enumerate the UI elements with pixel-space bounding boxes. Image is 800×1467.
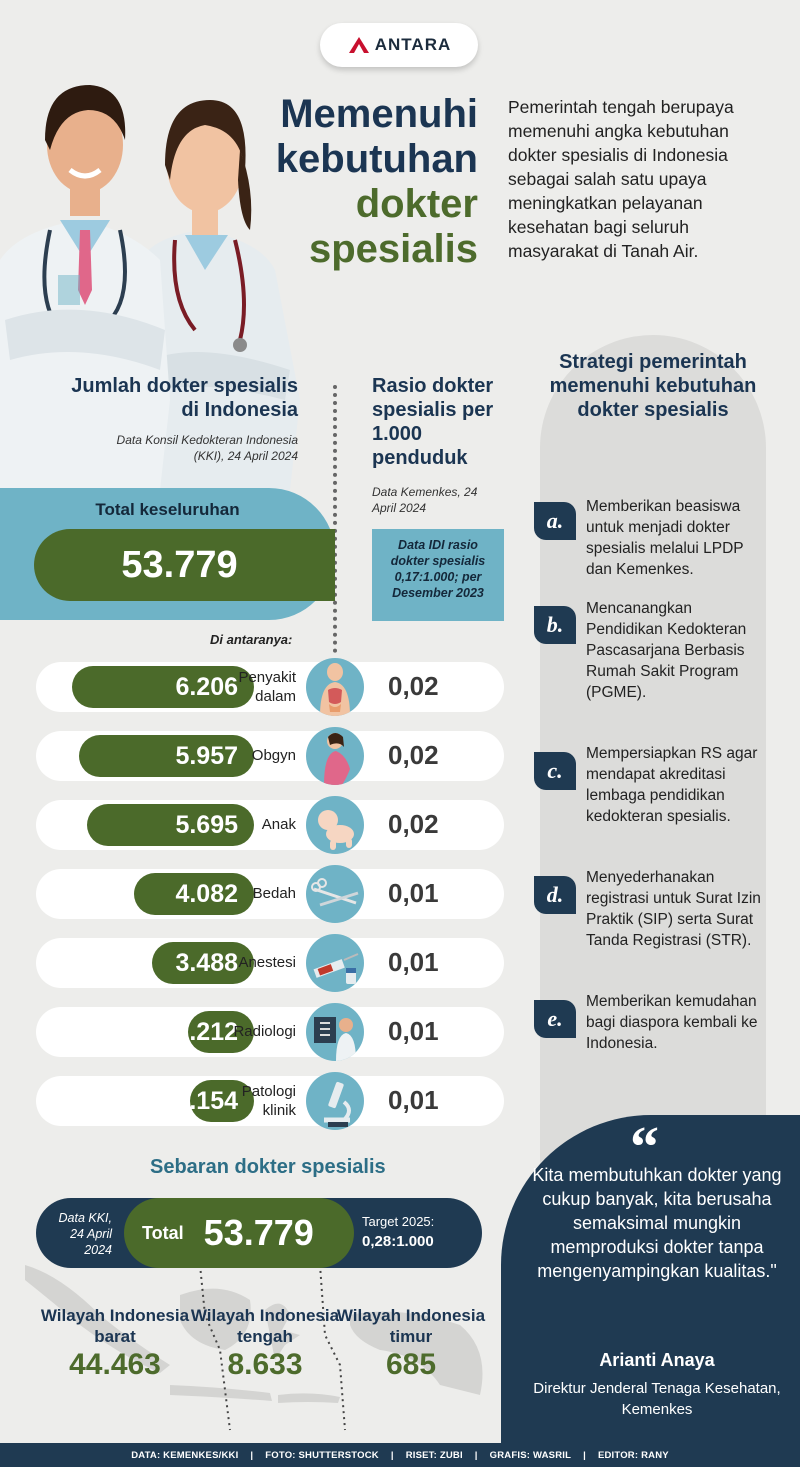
intro-text: Pemerintah tengah berupaya memenuhi angk… <box>508 97 734 261</box>
specialty-count-bar: 4.082 <box>134 873 254 915</box>
antara-logo-icon <box>348 37 369 53</box>
microscope-icon <box>306 1072 364 1130</box>
strategy-text: Memberikan kemudahan bagi diaspora kemba… <box>586 993 758 1052</box>
organs-icon <box>306 658 364 716</box>
strategy-text: Memberikan beasiswa untuk menjadi dokter… <box>586 498 744 578</box>
region-name: Wilayah Indonesia tengah <box>190 1306 340 1346</box>
doctors-illustration <box>0 85 300 490</box>
specialty-label: Patologi klinik <box>241 1083 296 1119</box>
specialty-row: 5.695 Anak 0,02 <box>36 800 504 850</box>
specialty-row: 2.212 Radiologi 0,01 <box>36 1007 504 1057</box>
specialty-count-bar: 5.957 <box>79 735 254 777</box>
specialty-count-bar: 2.154 <box>175 1080 254 1122</box>
sebaran-heading: Sebaran dokter spesialis <box>150 1156 386 1178</box>
quote-mark: “ <box>630 1114 659 1179</box>
quote-text: Kita membutuhkan dokter yang cukup banya… <box>532 1165 782 1281</box>
region-value: 685 <box>385 1348 437 1381</box>
rasio-source: Data Kemenkes, 24 April 2024 <box>372 485 478 515</box>
quote-author: Arianti Anaya <box>599 1350 715 1370</box>
distribution-total-label: Total <box>142 1222 184 1243</box>
specialty-count-bar: 6.206 <box>72 666 254 708</box>
region-value: 44.463 <box>69 1348 161 1381</box>
credits-footer: DATA: KEMENKES/KKI | FOTO: SHUTTERSTOCK … <box>0 1443 800 1467</box>
specialty-label: Anestesi <box>238 954 296 971</box>
credit-research: RISET: ZUBI <box>405 1449 463 1461</box>
strategy-heading: Strategi pemerintah memenuhi kebutuhan d… <box>549 351 757 421</box>
xray-doctor-icon <box>306 1003 364 1061</box>
specialty-row: 3.488 Anestesi 0,01 <box>36 938 504 988</box>
quote-box <box>501 1115 800 1445</box>
credit-graphics: GRAFIS: WASRIL <box>489 1449 572 1461</box>
distribution-source: Data KKI, 24 April 2024 <box>58 1211 113 1257</box>
rasio-heading: Rasio dokter spesialis per 1.000 pendudu… <box>372 375 494 469</box>
specialty-row: 2.154 Patologi klinik 0,01 <box>36 1076 504 1126</box>
strategy-text: Mencanangkan Pendidikan Kedokteran Pasca… <box>586 600 747 701</box>
among-label: Di antaranya: <box>210 632 293 647</box>
strategy-text: Menyederhanakan registrasi untuk Surat I… <box>586 869 761 949</box>
specialty-label: Obgyn <box>251 747 296 764</box>
pregnant-woman-icon <box>306 727 364 785</box>
credit-sep: | <box>250 1449 254 1461</box>
credit-sep: | <box>390 1449 394 1461</box>
region-west: Wilayah Indonesia barat 44.463 <box>40 1305 190 1383</box>
specialty-label: Bedah <box>252 885 296 902</box>
specialty-ratio: 0,01 <box>388 1016 439 1046</box>
strategy-letter-badge: d. <box>534 876 576 914</box>
strategy-letter-badge: a. <box>534 502 576 540</box>
total-value: 53.779 <box>34 529 335 601</box>
strategy-letter-badge: e. <box>534 1000 576 1038</box>
specialty-row: 6.206 Penyakit dalam 0,02 <box>36 662 504 712</box>
region-value: 8.633 <box>227 1348 303 1381</box>
idi-ratio-note: Data IDI rasio dokter spesialis 0,17:1.0… <box>372 529 504 621</box>
specialty-count-bar: 2.212 <box>175 1011 254 1053</box>
jumlah-heading: Jumlah dokter spesialis di Indonesia <box>71 375 298 421</box>
dotted-divider <box>333 385 337 653</box>
credit-photo: FOTO: SHUTTERSTOCK <box>265 1449 379 1461</box>
region-name: Wilayah Indonesia barat <box>40 1306 190 1346</box>
specialty-count-bar: 5.695 <box>87 804 254 846</box>
antara-logo: ANTARA <box>320 23 478 67</box>
region-east: Wilayah Indonesia timur 685 <box>336 1305 486 1383</box>
specialty-ratio: 0,01 <box>388 1085 439 1115</box>
specialty-count-bar: 3.488 <box>152 942 254 984</box>
page-title: Memenuhi kebutuhan dokter spesialis <box>250 92 478 272</box>
specialty-label: Anak <box>261 816 296 833</box>
strategy-letter-badge: b. <box>534 606 576 644</box>
title-line-1: Memenuhi <box>280 92 478 136</box>
syringe-icon <box>306 934 364 992</box>
region-central: Wilayah Indonesia tengah 8.633 <box>190 1305 340 1383</box>
target-2025: Target 2025: 0,28:1.000 <box>362 1212 472 1252</box>
total-label: Total keseluruhan <box>95 500 240 519</box>
distribution-total-value: 53.779 <box>203 1212 314 1253</box>
baby-icon <box>306 796 364 854</box>
brand-name: ANTARA <box>374 35 452 54</box>
distribution-total: Total 53.779 <box>124 1198 354 1268</box>
surgical-tools-icon <box>306 865 364 923</box>
title-line-4: spesialis <box>308 227 478 271</box>
region-name: Wilayah Indonesia timur <box>336 1306 486 1346</box>
specialty-ratio: 0,01 <box>388 878 439 908</box>
specialty-ratio: 0,01 <box>388 947 439 977</box>
specialty-label: Penyakit dalam <box>238 669 296 705</box>
title-line-3: dokter <box>355 182 478 226</box>
specialty-ratio: 0,02 <box>388 740 439 770</box>
credit-data: DATA: KEMENKES/KKI <box>131 1449 239 1461</box>
target-value: 0,28:1.000 <box>362 1233 434 1250</box>
strategy-text: Mempersiapkan RS agar mendapat akreditas… <box>586 745 758 825</box>
target-label: Target 2025: <box>362 1214 435 1229</box>
specialty-ratio: 0,02 <box>388 809 439 839</box>
credit-sep: | <box>583 1449 586 1461</box>
specialty-label: Radiologi <box>233 1023 296 1040</box>
specialty-row: 5.957 Obgyn 0,02 <box>36 731 504 781</box>
specialty-ratio: 0,02 <box>388 671 439 701</box>
credit-sep: | <box>474 1449 478 1461</box>
credit-editor: EDITOR: RANY <box>597 1449 669 1461</box>
jumlah-source: Data Konsil Kedokteran Indonesia (KKI), … <box>116 433 298 463</box>
indonesia-map <box>25 1264 483 1431</box>
specialty-row: 4.082 Bedah 0,01 <box>36 869 504 919</box>
quote-author-role: Direktur Jenderal Tenaga Kesehatan, Keme… <box>533 1380 781 1418</box>
title-line-2: kebutuhan <box>275 137 478 181</box>
strategy-letter-badge: c. <box>534 752 576 790</box>
